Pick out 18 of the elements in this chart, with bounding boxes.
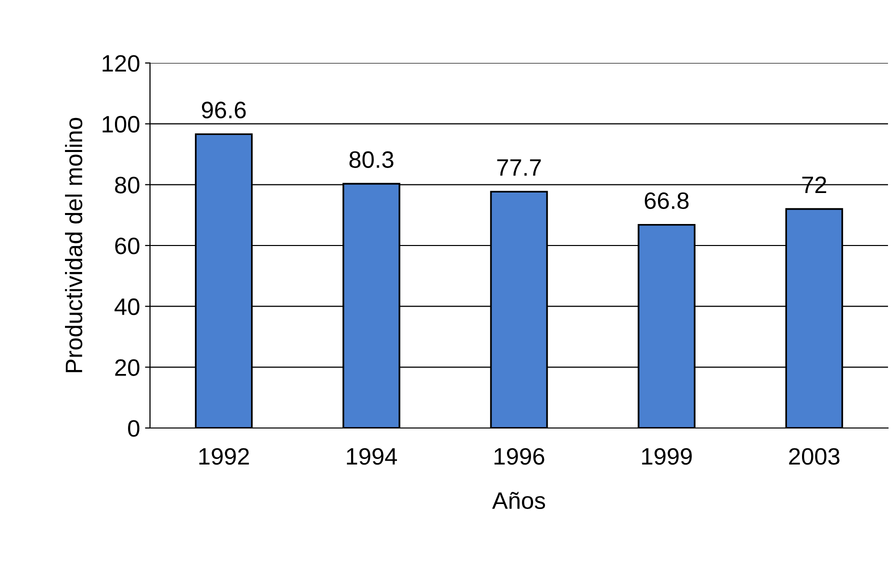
x-tick-label: 1994 [346, 448, 397, 465]
x-tick-label: 1996 [494, 448, 544, 465]
data-label: 77.7 [497, 159, 541, 176]
x-tick-label: 2003 [789, 448, 840, 465]
x-axis-title: Años [492, 492, 546, 510]
y-axis-title: Productividad del molino [64, 118, 82, 372]
x-tick-label: 1999 [642, 448, 692, 465]
y-tick-label: 60 [115, 238, 140, 254]
y-tick-label: 100 [102, 116, 140, 133]
data-label: 66.8 [644, 192, 689, 210]
data-label: 80.3 [349, 151, 394, 168]
y-tick-label: 120 [102, 55, 140, 72]
y-tick-label: 40 [114, 298, 140, 316]
data-label: 96.6 [202, 102, 246, 118]
y-tick-label: 0 [128, 420, 140, 437]
x-tick-label: 1992 [199, 448, 249, 465]
y-tick-label: 80 [115, 176, 140, 194]
y-tick-label: 20 [115, 359, 140, 376]
